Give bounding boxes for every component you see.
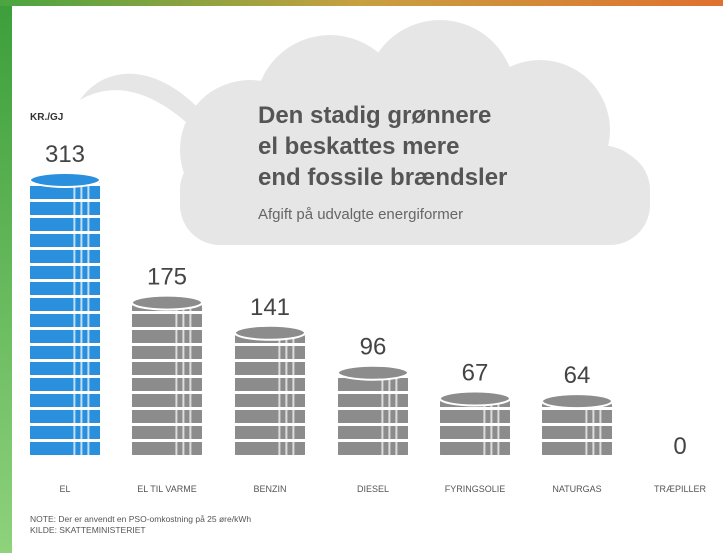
top-border xyxy=(0,0,723,6)
title-line: Den stadig grønnere xyxy=(258,102,491,129)
chart: Den stadig grønnere el beskattes mere en… xyxy=(0,0,723,553)
x-tick-label: EL TIL VARME xyxy=(137,484,197,494)
x-tick-label: FYRINGSOLIE xyxy=(445,484,506,494)
coin-top xyxy=(132,296,202,310)
bar xyxy=(132,303,202,458)
coin-top xyxy=(440,391,510,405)
unit-label: KR./GJ xyxy=(30,112,63,123)
bar xyxy=(30,180,100,458)
value-label: 141 xyxy=(250,294,290,321)
bar xyxy=(338,373,408,458)
bar xyxy=(235,333,305,458)
bar xyxy=(440,398,510,458)
value-label: 96 xyxy=(360,334,387,361)
x-tick-label: BENZIN xyxy=(253,484,286,494)
coin-top xyxy=(338,366,408,380)
value-label: 67 xyxy=(462,359,489,386)
value-label: 0 xyxy=(673,433,686,460)
x-tick-label: TRÆPILLER xyxy=(654,484,707,494)
title-line: el beskattes mere xyxy=(258,133,459,160)
value-label: 313 xyxy=(45,141,85,168)
note: NOTE: Der er anvendt en PSO-omkostning p… xyxy=(30,514,251,524)
x-tick-label: EL xyxy=(59,484,70,494)
x-tick-label: DIESEL xyxy=(357,484,389,494)
source: KILDE: SKATTEMINISTERIET xyxy=(30,525,146,535)
value-label: 64 xyxy=(564,362,591,389)
coin-top xyxy=(235,326,305,340)
value-label: 175 xyxy=(147,264,187,291)
title-line: end fossile brændsler xyxy=(258,164,507,191)
subtitle: Afgift på udvalgte energiformer xyxy=(258,206,463,223)
coin-top xyxy=(30,173,100,187)
x-tick-label: NATURGAS xyxy=(552,484,601,494)
left-border xyxy=(0,0,12,553)
coin-top xyxy=(542,394,612,408)
bar xyxy=(542,401,612,458)
page: Den stadig grønnere el beskattes mere en… xyxy=(0,0,723,558)
